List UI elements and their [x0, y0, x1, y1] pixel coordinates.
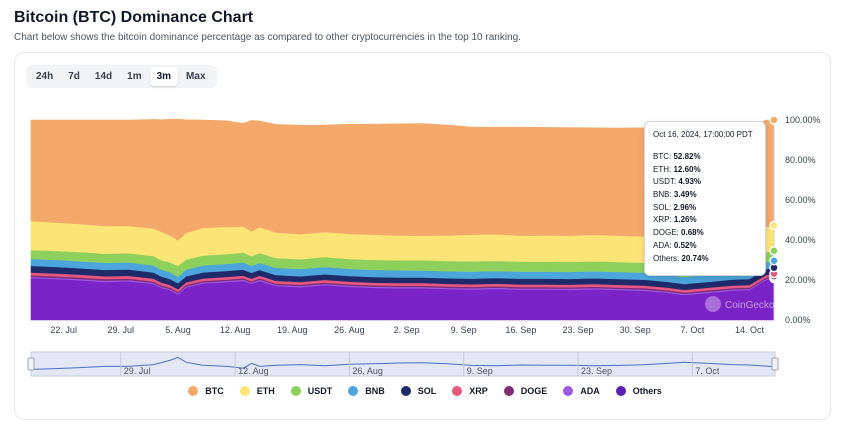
legend-item-bnb[interactable]: BNB	[348, 386, 385, 396]
legend-dot	[452, 386, 463, 396]
tooltip-row-sol: SOL: 2.96%	[653, 202, 697, 212]
legend-item-ada[interactable]: ADA	[563, 386, 600, 396]
legend-dot	[239, 386, 250, 396]
legend-item-eth[interactable]: ETH	[239, 386, 275, 396]
stacked-areas	[30, 118, 775, 321]
x-tick-label: 26. Aug	[334, 325, 365, 335]
legend-item-xrp[interactable]: XRP	[452, 386, 488, 396]
y-tick-label: 100.00%	[785, 115, 821, 125]
x-tick-label: 30. Sep	[620, 325, 651, 335]
page-title: Bitcoin (BTC) Dominance Chart	[14, 9, 254, 26]
hover-marker-eth	[769, 220, 779, 231]
range-button-1m[interactable]: 1m	[127, 71, 142, 82]
legend-dot	[400, 386, 411, 396]
x-tick-label: 9. Sep	[451, 325, 477, 335]
y-tick-label: 60.00%	[785, 195, 816, 205]
y-tick-label: 20.00%	[785, 275, 816, 285]
legend-item-doge[interactable]: DOGE	[503, 386, 547, 396]
chart-legend: BTC ETH USDT BNB SOL XRP DOGE ADA Others	[0, 386, 850, 396]
x-tick-label: 22. Jul	[50, 325, 77, 335]
tooltip-row-doge: DOGE: 0.68%	[653, 228, 704, 238]
navigator-tick-label: 29. Jul	[124, 366, 151, 376]
hover-marker-bnb	[769, 255, 779, 266]
x-tick-label: 12. Aug	[220, 325, 251, 335]
navigator-tick-label: 12. Aug	[238, 366, 269, 376]
tooltip-row-xrp: XRP: 1.26%	[653, 215, 697, 225]
y-axis: 0.00% 20.00% 40.00% 60.00% 80.00% 100.00%	[785, 115, 821, 325]
y-tick-label: 40.00%	[785, 235, 816, 245]
navigator-handle-left[interactable]	[27, 357, 35, 371]
legend-dot	[290, 386, 301, 396]
x-tick-label: 2. Sep	[394, 325, 420, 335]
navigator-tick-label: 7. Oct	[695, 366, 720, 376]
navigator-tick-label: 26. Aug	[352, 366, 383, 376]
page-subtitle: Chart below shows the bitcoin dominance …	[14, 32, 521, 43]
x-tick-label: 19. Aug	[277, 325, 308, 335]
x-tick-label: 16. Sep	[505, 325, 536, 335]
legend-dot	[615, 386, 626, 396]
coingecko-logo-icon	[705, 296, 721, 312]
navigator-axis: 29. Jul 12. Aug 26. Aug 9. Sep 23. Sep 7. Oct	[120, 352, 720, 376]
x-tick-label: 29. Jul	[108, 325, 135, 335]
legend-item-sol[interactable]: SOL	[400, 386, 436, 396]
tooltip-row-btc: BTC: 52.82%	[653, 152, 701, 161]
y-tick-label: 80.00%	[785, 155, 816, 165]
y-tick-label: 0.00%	[785, 315, 811, 325]
navigator-handle-right[interactable]	[771, 357, 779, 371]
legend-dot	[348, 386, 359, 396]
hover-markers	[769, 115, 779, 284]
hover-marker-usdt	[769, 246, 779, 256]
tooltip-row-others: Others: 20.74%	[653, 253, 709, 263]
legend-dot	[188, 386, 199, 396]
x-tick-label: 23. Sep	[562, 325, 593, 335]
range-button-max[interactable]: Max	[186, 71, 206, 82]
time-range-selector: 24h 7d 14d 1m 3m Max	[26, 65, 217, 88]
tooltip-row-ada: ADA: 0.52%	[653, 240, 697, 250]
range-button-14d[interactable]: 14d	[94, 71, 113, 82]
legend-item-others[interactable]: Others	[615, 386, 662, 396]
tooltip-row-usdt: USDT: 4.93%	[653, 177, 702, 187]
x-tick-label: 7. Oct	[680, 325, 705, 335]
legend-item-btc[interactable]: BTC	[188, 386, 224, 396]
navigator-tick-label: 23. Sep	[581, 366, 612, 376]
navigator-tick-label: 9. Sep	[467, 366, 493, 376]
x-axis: 22. Jul 29. Jul 5. Aug 12. Aug 19. Aug 26. Au…	[50, 325, 764, 335]
watermark-text: CoinGecko	[725, 300, 775, 311]
tooltip-date: Oct 16, 2024, 17:00:00 PDT	[653, 130, 753, 139]
chart-tooltip: Oct 16, 2024, 17:00:00 PDT BTC: 52.82% E…	[644, 121, 766, 276]
tooltip-row-eth: ETH: 12.60%	[653, 164, 701, 174]
range-button-24h[interactable]: 24h	[36, 71, 54, 82]
legend-dot	[503, 386, 514, 396]
x-tick-label: 5. Aug	[165, 325, 191, 335]
navigator-series-line	[30, 356, 775, 370]
tooltip-row-bnb: BNB: 3.49%	[653, 190, 697, 200]
range-button-7d[interactable]: 7d	[68, 71, 80, 82]
x-tick-label: 14. Oct	[735, 325, 765, 335]
legend-dot	[563, 386, 574, 396]
range-button-3m[interactable]: 3m	[149, 67, 179, 86]
legend-item-usdt[interactable]: USDT	[290, 386, 332, 396]
navigator[interactable]: 29. Jul 12. Aug 26. Aug 9. Sep 23. Sep 7. Oct	[27, 351, 779, 377]
coingecko-watermark: CoinGecko	[705, 296, 775, 312]
hover-marker-btc	[769, 115, 779, 125]
